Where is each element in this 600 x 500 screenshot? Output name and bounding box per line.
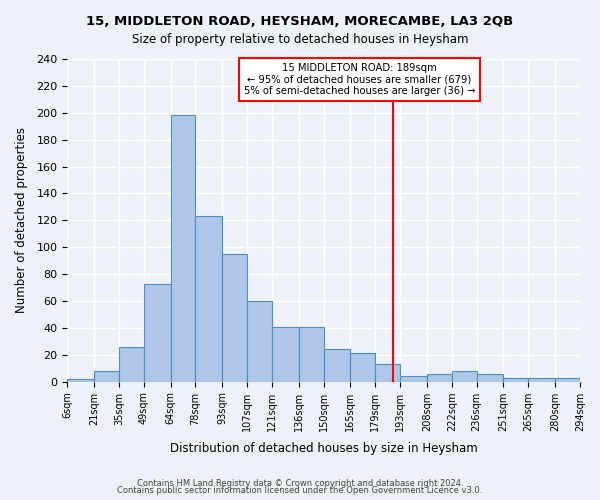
Text: 15, MIDDLETON ROAD, HEYSHAM, MORECAMBE, LA3 2QB: 15, MIDDLETON ROAD, HEYSHAM, MORECAMBE, … — [86, 15, 514, 28]
Text: Size of property relative to detached houses in Heysham: Size of property relative to detached ho… — [132, 32, 468, 46]
Bar — [222, 254, 247, 382]
Bar — [94, 371, 119, 382]
Bar — [170, 116, 196, 382]
Bar — [452, 371, 477, 382]
Text: Contains public sector information licensed under the Open Government Licence v3: Contains public sector information licen… — [118, 486, 482, 495]
Bar — [503, 378, 529, 382]
X-axis label: Distribution of detached houses by size in Heysham: Distribution of detached houses by size … — [170, 442, 478, 455]
Bar — [477, 374, 503, 382]
Bar — [400, 376, 427, 382]
Bar — [247, 301, 272, 382]
Bar — [555, 378, 580, 382]
Bar — [427, 374, 452, 382]
Bar — [196, 216, 222, 382]
Bar — [350, 354, 375, 382]
Bar — [144, 284, 170, 382]
Bar — [375, 364, 400, 382]
Bar — [323, 350, 350, 382]
Bar — [529, 378, 555, 382]
Bar — [119, 346, 144, 382]
Text: 15 MIDDLETON ROAD: 189sqm
← 95% of detached houses are smaller (679)
5% of semi-: 15 MIDDLETON ROAD: 189sqm ← 95% of detac… — [244, 63, 475, 96]
Text: Contains HM Land Registry data © Crown copyright and database right 2024.: Contains HM Land Registry data © Crown c… — [137, 478, 463, 488]
Bar — [299, 326, 323, 382]
Y-axis label: Number of detached properties: Number of detached properties — [15, 128, 28, 314]
Bar — [67, 379, 94, 382]
Bar — [272, 326, 299, 382]
